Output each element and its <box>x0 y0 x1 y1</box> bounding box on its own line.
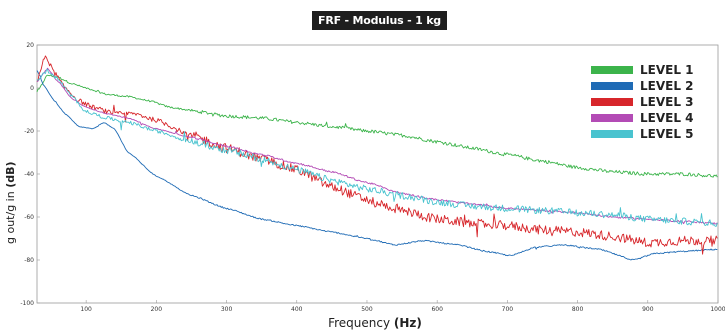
series-layer <box>36 55 718 261</box>
legend-label-level-2: LEVEL 2 <box>640 79 694 93</box>
legend-swatch-level-2 <box>591 82 633 90</box>
series-line-level-5 <box>36 68 718 227</box>
x-tick-label: 100 <box>80 306 92 313</box>
x-tick-label: 200 <box>151 306 163 313</box>
x-tick-label: 500 <box>361 306 373 313</box>
tick-labels: 100 200 300 400 500 600 700 800 900 1000200-20-40… <box>20 42 725 313</box>
x-tick-label: 700 <box>502 306 514 313</box>
y-tick-label: 0 <box>30 85 34 92</box>
legend-swatch-level-5 <box>591 130 633 138</box>
legend-swatch-level-1 <box>591 66 633 74</box>
y-axis-label: g out/g in (dB) <box>4 161 17 244</box>
legend-label-level-5: LEVEL 5 <box>640 127 694 141</box>
y-tick-label: -80 <box>24 257 34 264</box>
x-tick-label: 600 <box>431 306 443 313</box>
y-tick-label: -60 <box>24 214 34 221</box>
legend-label-level-1: LEVEL 1 <box>640 63 694 77</box>
x-tick-label: 1000 <box>710 306 725 313</box>
x-tick-label: 800 <box>572 306 584 313</box>
legend: LEVEL 1 LEVEL 2 LEVEL 3 LEVEL 4 LEVEL 5 <box>591 63 694 141</box>
y-tick-label: -40 <box>24 171 34 178</box>
x-axis-label: Frequency (Hz) <box>328 316 422 330</box>
x-tick-label: 400 <box>291 306 303 313</box>
series-line-level-3 <box>36 55 718 255</box>
chart-title: FRF - Modulus - 1 kg <box>312 11 447 30</box>
legend-swatch-level-4 <box>591 114 633 122</box>
series-line-level-1 <box>36 74 718 178</box>
y-tick-label: 20 <box>26 42 34 49</box>
y-tick-label: -20 <box>24 128 34 135</box>
y-tick-label: -100 <box>20 300 34 307</box>
legend-label-level-3: LEVEL 3 <box>640 95 694 109</box>
series-line-level-4 <box>36 67 718 225</box>
x-tick-label: 300 <box>221 306 233 313</box>
series-line-level-2 <box>36 70 718 261</box>
legend-label-level-4: LEVEL 4 <box>640 111 694 125</box>
x-tick-label: 900 <box>642 306 654 313</box>
legend-swatch-level-3 <box>591 98 633 106</box>
